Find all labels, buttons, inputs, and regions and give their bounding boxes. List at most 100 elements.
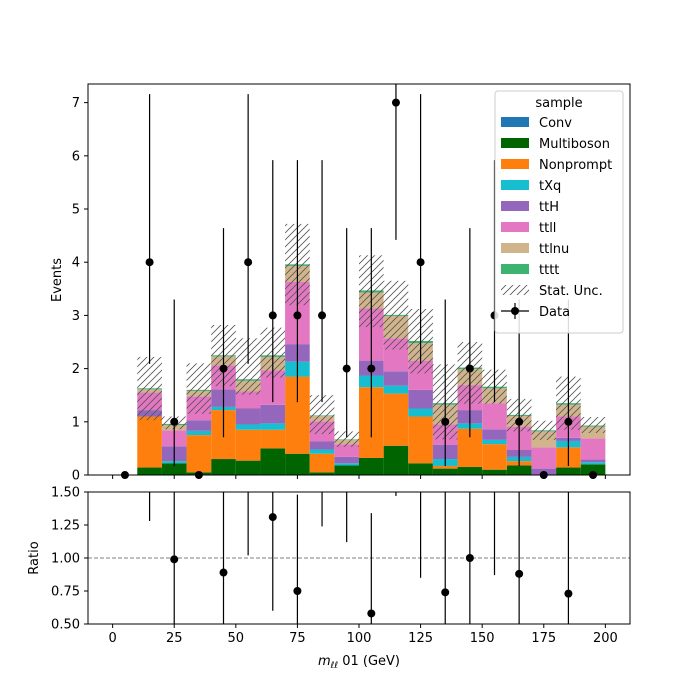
bar-multiboson-10 (383, 445, 409, 475)
ratio-point (293, 587, 302, 595)
bar-nonprompt-0 (137, 416, 162, 468)
bar-ttll-4 (235, 391, 261, 409)
stat-unc-band-16 (531, 420, 557, 440)
bar-multiboson-13 (457, 467, 483, 475)
legend-label: ttll (539, 221, 556, 236)
bar-txq-18 (580, 462, 606, 465)
y-tick-label: 4 (72, 256, 80, 271)
data-point (318, 311, 327, 320)
bar-ttll-14 (482, 403, 507, 430)
data-point (441, 417, 450, 426)
data-point (391, 98, 400, 107)
ratio-x-tick-label: 0 (108, 631, 116, 646)
bar-tth-14 (482, 429, 507, 440)
data-point (170, 417, 179, 426)
bar-multiboson-8 (334, 465, 359, 475)
ratio-x-tick-label: 175 (531, 631, 556, 646)
ratio-points (148, 492, 573, 624)
bar-tth-8 (334, 456, 359, 464)
bar-multiboson-5 (260, 448, 286, 475)
y-tick-label: 7 (72, 96, 80, 111)
y-tick-label: 5 (72, 203, 80, 218)
bar-multiboson-0 (137, 467, 162, 475)
ratio-point (441, 588, 450, 597)
bar-multiboson-6 (285, 453, 310, 475)
ratio-panel: 0.50 0.75 1.00 1.25 1.50 0 25 50 75 100 125 150 175… (27, 486, 631, 671)
bar-nonprompt-12 (432, 465, 458, 469)
bar-ttll-8 (334, 444, 359, 457)
ratio-y-tick-label: 1.00 (51, 552, 80, 567)
bar-txq-4 (235, 424, 261, 430)
bar-tth-18 (580, 459, 606, 463)
ratio-y-axis: 0.50 0.75 1.00 1.25 1.50 (51, 486, 88, 633)
main-y-axis: 0 1 2 3 4 5 6 7 (72, 96, 88, 484)
data-point (564, 417, 573, 426)
legend: sample Conv Multiboson Nonprompt tXq ttH ttll t… (494, 90, 624, 334)
bar-multiboson-14 (482, 469, 507, 475)
y-tick-label: 6 (72, 149, 80, 164)
data-point (219, 364, 228, 373)
ratio-y-tick-label: 0.50 (51, 618, 80, 633)
bar-tth-2 (186, 420, 212, 431)
main-x-axis (112, 475, 606, 479)
legend-swatch (501, 222, 529, 232)
bar-multiboson-17 (556, 467, 581, 475)
legend-label: Data (539, 305, 570, 320)
legend-swatch (501, 117, 529, 127)
stat-unc-band-8 (334, 431, 359, 447)
bar-multiboson-7 (309, 472, 335, 475)
ratio-x-tick-label: 125 (408, 631, 433, 646)
bar-tth-10 (383, 371, 409, 386)
legend-label: tttt (539, 263, 559, 278)
legend-label: Stat. Unc. (539, 284, 603, 299)
ratio-point (268, 513, 277, 522)
data-point (416, 258, 425, 267)
bar-nonprompt-5 (260, 429, 286, 449)
bar-nonprompt-2 (186, 435, 212, 473)
data-point (367, 364, 376, 373)
bar-txq-10 (383, 385, 409, 394)
bar-multiboson-4 (235, 460, 261, 475)
legend-swatch (501, 138, 529, 148)
legend-label: Nonprompt (539, 158, 612, 173)
bar-txq-2 (186, 430, 212, 436)
legend-label: Multiboson (539, 137, 610, 152)
bar-nonprompt-4 (235, 429, 261, 461)
bar-txq-8 (334, 463, 359, 466)
ratio-point (367, 609, 376, 618)
ratio-point (170, 555, 179, 564)
legend-swatch (501, 159, 529, 169)
stat-unc-band-2 (186, 363, 212, 414)
ratio-x-tick-label: 150 (470, 631, 495, 646)
ratio-x-tick-label: 50 (228, 631, 245, 646)
stat-unc-band-18 (580, 417, 606, 433)
ratio-x-tick-label: 25 (166, 631, 183, 646)
bar-multiboson-3 (211, 459, 236, 475)
bar-ttll-18 (580, 438, 606, 460)
ratio-x-tick-label: 75 (289, 631, 306, 646)
ratio-x-tick-label: 100 (347, 631, 372, 646)
bar-multiboson-15 (506, 465, 532, 475)
bar-multiboson-11 (408, 463, 433, 475)
stat-unc-band-10 (383, 280, 409, 350)
ratio-x-tick-label: 200 (593, 631, 618, 646)
bar-tth-7 (309, 441, 335, 450)
legend-swatch (501, 264, 529, 274)
data-point (293, 311, 302, 320)
bar-tth-5 (260, 404, 286, 424)
legend-label: Conv (539, 116, 572, 131)
data-point (244, 258, 253, 267)
legend-title: sample (535, 96, 582, 111)
ratio-point (564, 589, 573, 598)
y-tick-label: 0 (72, 469, 80, 484)
legend-swatch (501, 201, 529, 211)
main-y-axis-label: Events (50, 258, 65, 302)
y-tick-label: 3 (72, 309, 80, 324)
bar-multiboson-1 (161, 463, 187, 475)
bar-multiboson-9 (359, 457, 384, 475)
data-point (145, 258, 154, 267)
bar-ttll-16 (531, 447, 557, 469)
y-tick-label: 1 (72, 415, 80, 430)
ratio-point (465, 554, 474, 562)
bar-tth-11 (408, 389, 433, 409)
